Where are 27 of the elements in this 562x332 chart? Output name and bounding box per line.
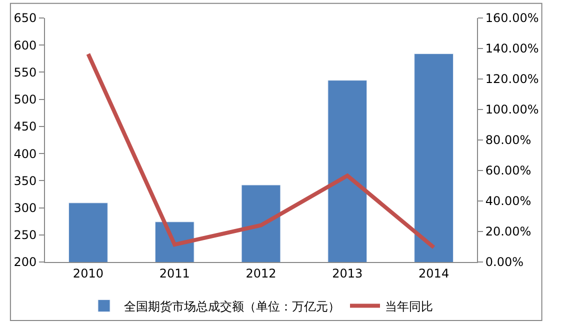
x-tick-label: 2012	[246, 266, 276, 280]
y2-tick-label: 120.00%	[485, 72, 539, 86]
line-series	[86, 52, 436, 250]
y2-tick-label: 160.00%	[485, 11, 539, 26]
y-tick-label: 250	[14, 228, 37, 242]
y-tick-label: 350	[14, 174, 37, 188]
x-tick-label: 2013	[332, 266, 363, 280]
y2-tick-label: 20.00%	[485, 224, 532, 239]
x-tick-label: 2011	[159, 266, 190, 280]
y2-tick-label: 140.00%	[485, 42, 539, 56]
legend-label: 全国期货市场总成交额（单位：万亿元）	[124, 299, 340, 314]
y-tick-label: 200	[14, 255, 37, 270]
x-tick-label: 2014	[418, 266, 450, 280]
x-tick-label: 2010	[72, 266, 104, 280]
y-tick-label: 450	[14, 120, 37, 134]
y2-tick-label: 0.00%	[485, 255, 524, 270]
y2-tick-label: 60.00%	[485, 164, 532, 178]
y-tick-label: 500	[14, 92, 37, 107]
y2-tick-label: 80.00%	[485, 133, 532, 148]
y-tick-label: 600	[14, 38, 37, 52]
y2-tick-label: 40.00%	[485, 194, 532, 208]
y-tick-label: 650	[14, 11, 37, 26]
y-tick-label: 400	[14, 146, 37, 161]
y-tick-label: 550	[14, 65, 37, 80]
y2-tick-label: 100.00%	[485, 102, 539, 117]
y-tick-label: 300	[14, 200, 37, 215]
legend-label: 当年同比	[385, 299, 433, 314]
